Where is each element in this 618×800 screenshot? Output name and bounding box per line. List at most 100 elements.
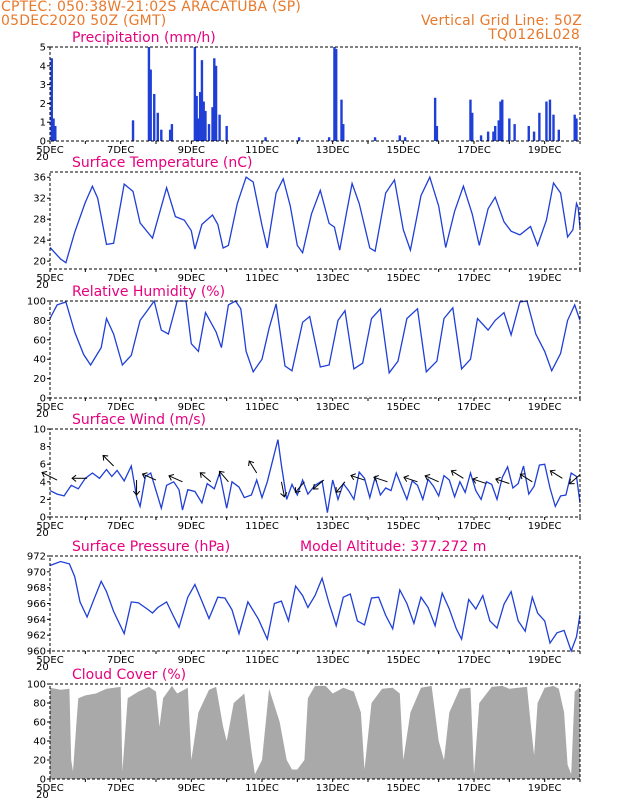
y-tick-label: 970 bbox=[27, 567, 46, 578]
wind-arrow bbox=[450, 469, 464, 479]
y-tick-label: 20 bbox=[33, 374, 46, 385]
x-tick-label: 19DEC bbox=[528, 655, 562, 666]
x-tick-stub: 20 bbox=[36, 409, 49, 420]
x-tick-stub: 20 bbox=[36, 662, 49, 673]
wind-arrow bbox=[294, 481, 305, 493]
panel-wind: 0 2 4 6 8 10 5DEC 7DEC 9DEC 11DEC 13DEC 15DEC 17DEC 1… bbox=[33, 412, 581, 539]
wind-arrow bbox=[199, 472, 212, 483]
precip-bar bbox=[264, 137, 267, 141]
panel-pressure: 960 962 964 966 968 970 972 5DEC 7DEC 9DEC 11DEC 13… bbox=[27, 539, 581, 673]
x-tick-label: 15DEC bbox=[386, 783, 420, 794]
wind-arrow-head bbox=[248, 460, 255, 467]
wind-arrow-head bbox=[218, 470, 225, 477]
y-tick-label: 968 bbox=[27, 583, 46, 594]
precip-bar bbox=[435, 125, 439, 141]
wind-arrow-shaft bbox=[373, 476, 388, 483]
wind-arrow-shaft bbox=[550, 470, 563, 479]
x-tick-label: 9DEC bbox=[178, 521, 205, 532]
wind-arrow-head bbox=[168, 474, 175, 481]
wind-arrow bbox=[102, 454, 114, 467]
wind-arrow-shaft bbox=[403, 476, 418, 483]
header-datetime: 05DEC2020 50Z (GMT) bbox=[1, 13, 167, 29]
wind-arrow-shaft bbox=[280, 481, 285, 497]
wind-arrow-shaft bbox=[520, 473, 533, 483]
x-tick-label: 11DEC bbox=[245, 655, 279, 666]
wind-arrow-shaft bbox=[168, 475, 183, 483]
wind-arrow-shaft bbox=[451, 470, 464, 479]
x-tick-stub: 20 bbox=[36, 280, 49, 291]
wind-arrow-head bbox=[350, 473, 356, 481]
precip-bar bbox=[168, 129, 172, 141]
x-tick-stub: 20 bbox=[36, 528, 49, 539]
y-tick-label: 10 bbox=[33, 425, 46, 436]
x-tick-label: 7DEC bbox=[107, 521, 134, 532]
wind-arrow-head bbox=[424, 474, 431, 481]
precip-bar bbox=[494, 125, 497, 141]
wind-line bbox=[49, 439, 581, 513]
precip-bar bbox=[552, 114, 555, 141]
precip-bar bbox=[50, 58, 53, 141]
x-tick-label: 11DEC bbox=[245, 145, 279, 156]
wind-arrow bbox=[71, 474, 88, 482]
y-tick-label: 40 bbox=[33, 737, 46, 748]
precip-bar bbox=[204, 110, 207, 141]
precip-bar bbox=[170, 124, 174, 141]
panel-frame bbox=[49, 683, 581, 780]
x-tick-label: 15DEC bbox=[386, 273, 420, 284]
x-tick-label: 7DEC bbox=[107, 145, 134, 156]
precip-bar bbox=[198, 92, 202, 141]
x-tick-label: 19DEC bbox=[528, 521, 562, 532]
x-tick-label: 9DEC bbox=[178, 783, 205, 794]
precip-bar bbox=[573, 114, 576, 141]
temp-line bbox=[49, 175, 581, 264]
precip-bar bbox=[147, 47, 151, 141]
precip-bar bbox=[527, 125, 530, 141]
panel-temp: 20 24 28 32 36 5DEC 7DEC 9DEC 11DEC 13DEC 15DEC 17D… bbox=[33, 155, 581, 291]
x-tick-label: 17DEC bbox=[457, 145, 491, 156]
precip-bar bbox=[149, 69, 152, 141]
wind-arrow bbox=[403, 475, 418, 483]
wind-arrow-head bbox=[199, 472, 206, 478]
wind-arrow bbox=[41, 470, 58, 481]
panel-title: Surface Wind (m/s) bbox=[72, 412, 206, 428]
wind-arrow-shaft bbox=[472, 478, 487, 485]
y-tick-label: 3 bbox=[40, 80, 46, 91]
wind-arrow bbox=[168, 474, 183, 483]
pressure-line bbox=[49, 560, 581, 653]
wind-arrow bbox=[335, 481, 346, 493]
x-tick-label: 17DEC bbox=[457, 273, 491, 284]
x-tick-label: 7DEC bbox=[107, 273, 134, 284]
panel-frame bbox=[49, 46, 581, 142]
x-tick-stub: 20 bbox=[36, 790, 49, 800]
x-tick-label: 5DEC bbox=[36, 402, 63, 413]
wind-arrow-shaft bbox=[219, 470, 229, 483]
wind-arrow-shaft bbox=[199, 472, 212, 483]
y-tick-label: 80 bbox=[33, 316, 46, 327]
panel-frame bbox=[49, 300, 581, 399]
x-tick-stub: 20 bbox=[36, 152, 49, 163]
panel-title: Surface Temperature (nC) bbox=[72, 155, 253, 171]
wind-arrow-head bbox=[294, 487, 301, 493]
x-tick-label: 7DEC bbox=[107, 655, 134, 666]
y-tick-label: 964 bbox=[27, 615, 46, 626]
wind-arrow-shaft bbox=[313, 479, 325, 490]
cloud-area bbox=[50, 685, 580, 779]
precip-bar bbox=[532, 131, 536, 141]
precip-bar bbox=[333, 47, 336, 141]
x-tick-label: 5DEC bbox=[36, 521, 63, 532]
x-tick-label: 13DEC bbox=[316, 655, 350, 666]
precip-bar bbox=[545, 101, 548, 141]
y-tick-label: 36 bbox=[33, 173, 46, 184]
precip-bar bbox=[160, 129, 163, 141]
x-tick-label: 13DEC bbox=[316, 145, 350, 156]
y-tick-label: 962 bbox=[27, 631, 46, 642]
precip-bar bbox=[200, 60, 204, 141]
y-tick-label: 4 bbox=[40, 477, 46, 488]
precip-bar bbox=[575, 118, 578, 141]
precip-bar bbox=[508, 118, 511, 141]
y-tick-label: 5 bbox=[40, 43, 46, 54]
y-tick-label: 100 bbox=[27, 297, 46, 308]
x-tick-label: 17DEC bbox=[457, 402, 491, 413]
